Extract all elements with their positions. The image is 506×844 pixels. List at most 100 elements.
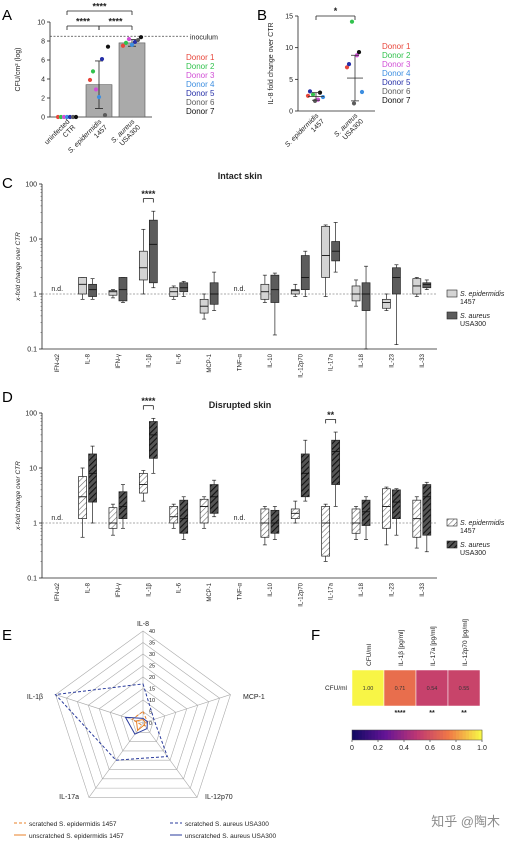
c-box [118,277,128,302]
c-box [148,219,158,284]
c-legend-label: S. epidermidis [460,291,505,298]
b-data-point [346,62,352,67]
c-nd-label: n.d. [234,286,246,293]
d-nd-label: n.d. [51,515,63,522]
f-colorbar-segment [374,730,379,740]
d-xtick-label: IL-8 [86,582,92,593]
a-ytick-label: 6 [41,58,45,65]
c-legend-swatch [446,289,458,298]
e-axis-label: IL-8 [137,621,149,628]
f-heat-cell [383,669,417,707]
f-colorbar-tick-label: 0.8 [451,745,461,752]
f-cell-label: 0.71 [395,686,406,692]
d-box [422,484,432,536]
e-legend-label: scratched S. aureus USA300 [185,821,269,828]
a-data-point [61,114,67,120]
a-sig-label: **** [92,2,107,12]
f-colorbar-tick-label: 1.0 [477,745,487,752]
f-col-label-group: CFU/ml [366,643,373,666]
d-box [290,508,300,519]
d-ytick-label: 1 [33,521,37,528]
d-legend-label: USA300 [460,550,486,557]
c-box [361,282,371,311]
f-colorbar-segment [391,730,395,740]
c-xtick-label: IL-6 [177,353,183,364]
f-colorbar-segment [397,730,402,740]
a-ytick-label: 4 [41,77,45,84]
f-colorbar-segment [417,730,421,740]
e-grid-ring [55,630,231,798]
a-data-point [90,69,96,74]
f-colorbar-segment [423,730,428,740]
b-data-point [320,94,326,100]
c-box [270,274,280,303]
a-bar [118,42,146,118]
a-legend-item: Donor 7 [186,107,215,116]
f-colorbar-tick-label: 0.2 [373,745,383,752]
f-colorbar-segment [378,730,382,740]
f-col-label-group: IL-1β [pg/ml] [398,630,405,666]
f-colorbar-segment [449,730,454,740]
a-y-axis-label: CFU/cm² (log) [15,48,22,92]
f-colorbar-segment [407,730,411,740]
c-box [300,255,310,290]
a-data-point [102,113,108,118]
d-box [148,421,158,459]
a-sig-label: **** [76,17,91,27]
f-colorbar-tick-label: 0 [350,745,354,752]
f-colorbar-segment [368,730,372,740]
f-colorbar-segment [358,730,363,740]
d-box [108,507,118,529]
c-ytick-label: 10 [29,237,37,244]
f-cell-label: 1.00 [363,686,374,692]
f-colorbar-segment [472,730,476,740]
a-data-point [132,39,138,45]
a-data-point [55,114,61,120]
e-grid-ring [87,665,199,770]
d-legend-label: 1457 [460,528,476,535]
c-box [422,282,432,289]
d-xtick-label: IL-10 [268,582,274,596]
f-colorbar-segment [413,730,418,740]
e-rtick-label: 0 [149,721,152,727]
b-data-point [349,19,355,24]
d-ytick-label: 10 [29,466,37,473]
a-data-point [123,40,129,46]
d-legend-swatch [446,540,458,549]
c-xtick-label: IL-33 [420,353,426,367]
f-col-label: CFU/ml [366,643,373,666]
c-title: Intact skin [218,171,263,181]
e-legend-label: unscratched S. epidermidis 1457 [29,833,124,840]
d-xtick-label: IL-1β [146,582,152,596]
c-sig-label: **** [141,189,156,199]
a-data-point [138,35,144,40]
f-colorbar-segment [381,730,385,740]
f-cell-label: 0.55 [459,686,470,692]
a-sig-label: **** [108,17,123,27]
d-box [78,476,87,519]
d-legend-label: S. epidermidis [460,520,505,527]
panel-label-a: A [2,7,12,24]
f-colorbar-segment [400,730,405,740]
f-colorbar-segment [469,730,473,740]
a-data-point [73,114,79,120]
c-box [88,283,97,297]
e-series-polygon [124,716,148,735]
d-box [351,508,361,534]
f-row-label: CFU/ml [325,685,348,692]
b-legend-item: Donor 1 [382,42,411,51]
f-colorbar-segment [404,730,408,740]
b-legend-item: Donor 3 [382,60,411,69]
c-ytick-label: 0.1 [27,347,37,354]
e-spoke [88,722,144,798]
c-box [138,250,148,281]
c-xtick-label: IFN-γ [116,354,122,369]
c-box [321,225,331,278]
f-colorbar-segment [361,730,366,740]
f-col-label: IL-12p70 [pg/ml] [462,619,469,666]
e-legend-label: unscratched S. aureus USA300 [185,833,276,840]
b-data-point [305,93,311,98]
